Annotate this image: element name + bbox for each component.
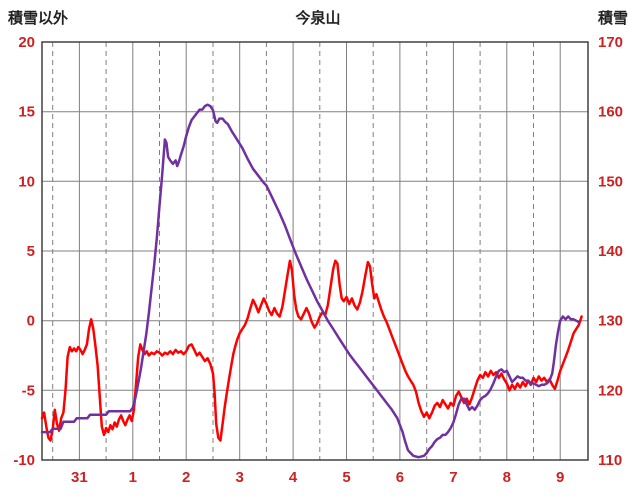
svg-text:5: 5 xyxy=(342,469,350,486)
svg-text:110: 110 xyxy=(598,452,622,469)
left-axis-tick-labels: 20 15 10 5 0 -5 -10 xyxy=(13,34,35,469)
x-axis-tick-labels: 31 1 2 3 4 5 6 7 8 9 xyxy=(71,469,564,486)
svg-text:160: 160 xyxy=(598,104,623,121)
svg-text:0: 0 xyxy=(27,313,35,330)
svg-text:8: 8 xyxy=(503,469,511,486)
plot-border xyxy=(41,41,589,461)
svg-text:3: 3 xyxy=(236,469,244,486)
vertical-gridlines xyxy=(78,42,561,460)
series-line-1 xyxy=(40,103,581,459)
right-axis-tick-labels: 170 160 150 140 130 120 110 xyxy=(598,34,623,469)
vertical-dashed-gridlines xyxy=(52,42,534,460)
svg-text:170: 170 xyxy=(598,34,623,51)
left-axis-title: 積雪以外 xyxy=(8,10,69,27)
svg-text:-5: -5 xyxy=(22,382,35,399)
svg-text:7: 7 xyxy=(449,469,457,486)
chart-title: 今泉山 xyxy=(295,10,341,27)
svg-text:2: 2 xyxy=(182,469,190,486)
svg-text:140: 140 xyxy=(598,243,623,260)
series-line-0 xyxy=(40,259,583,442)
svg-text:120: 120 xyxy=(598,382,623,399)
horizontal-gridlines xyxy=(42,41,588,461)
svg-text:5: 5 xyxy=(27,243,35,260)
svg-text:-10: -10 xyxy=(13,452,35,469)
svg-text:130: 130 xyxy=(598,313,623,330)
svg-text:6: 6 xyxy=(396,469,404,486)
svg-text:15: 15 xyxy=(18,104,35,121)
svg-text:10: 10 xyxy=(18,173,35,190)
svg-text:150: 150 xyxy=(598,173,623,190)
svg-text:20: 20 xyxy=(18,34,35,51)
svg-text:31: 31 xyxy=(71,469,88,486)
svg-text:1: 1 xyxy=(129,469,137,486)
svg-text:9: 9 xyxy=(556,469,564,486)
right-axis-title: 積雪 xyxy=(597,10,628,27)
svg-text:4: 4 xyxy=(289,469,298,486)
